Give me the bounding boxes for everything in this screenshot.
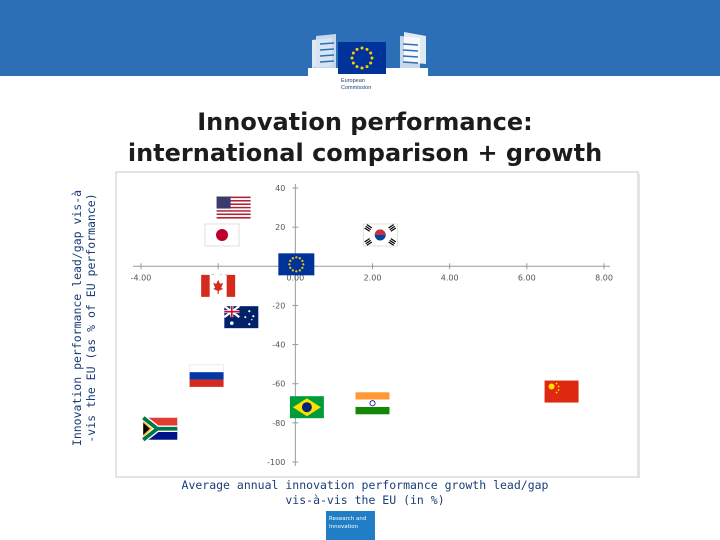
berlaymont-building-graphic <box>312 32 426 72</box>
flag-eu-icon: European Union <box>278 253 315 276</box>
x-tick-label: 2.00 <box>364 273 382 282</box>
chart-tick-labels: -4.00-2.000.002.004.006.008.004020-20-40… <box>131 184 613 467</box>
logo-star <box>350 56 354 60</box>
x-tick-label: 6.00 <box>518 273 536 282</box>
research-innovation-badge: Research and Innovation <box>326 511 375 540</box>
x-axis-label-line2: vis-à-vis the EU (in %) <box>285 493 445 507</box>
flag-cn-icon: China <box>544 380 579 403</box>
logo-star <box>351 51 355 55</box>
logo-star <box>369 51 373 55</box>
x-axis-label: Average annual innovation performance gr… <box>140 478 590 508</box>
logo-star <box>365 65 369 69</box>
flag-jp-icon: Japan <box>204 223 240 247</box>
slide-title: Innovation performance: international co… <box>60 107 670 169</box>
x-tick-label: 8.00 <box>595 273 613 282</box>
slide-title-line2: international comparison + growth <box>127 139 603 167</box>
y-tick-label: -20 <box>272 301 285 310</box>
flag-ru-icon: Russia <box>189 364 224 387</box>
eu-stars-icon <box>350 46 374 70</box>
logo-star <box>355 65 359 69</box>
chart-frame <box>115 171 639 478</box>
flag-br-icon: Brazil <box>289 396 324 419</box>
logo-star <box>370 56 374 60</box>
european-commission-logo: European Commission <box>308 32 428 98</box>
x-tick-label: 0.00 <box>286 273 304 282</box>
flag-us-icon: United States <box>216 196 251 219</box>
logo-star <box>355 47 359 51</box>
logo-text-line1: European <box>341 78 365 84</box>
y-tick-label: 20 <box>275 223 285 232</box>
logo-star <box>360 46 364 50</box>
x-tick-label: -4.00 <box>131 273 152 282</box>
y-tick-label: -80 <box>272 419 285 428</box>
flag-ca-icon: Canada <box>201 274 236 297</box>
chart-points: United States Japan South Korea European Un… <box>141 196 579 443</box>
x-tick-label: 4.00 <box>441 273 459 282</box>
y-tick-label: 40 <box>275 184 285 193</box>
y-tick-label: -60 <box>272 380 285 389</box>
logo-star <box>369 61 373 65</box>
y-tick-label: -100 <box>267 458 285 467</box>
slide-title-line1: Innovation performance: <box>197 108 533 136</box>
flag-kr-icon: South Korea <box>362 223 398 247</box>
badge-line2: Innovation <box>329 524 359 530</box>
logo-star <box>365 47 369 51</box>
logo-text-line2: Commission <box>341 85 371 91</box>
flag-in-icon: India <box>355 392 390 415</box>
flag-za-icon: South Africa <box>141 415 178 443</box>
logo-star <box>351 61 355 65</box>
logo-star <box>360 66 364 70</box>
x-axis-label-line1: Average annual innovation performance gr… <box>181 478 549 492</box>
flag-au-icon: Australia <box>223 305 259 329</box>
y-tick-label: -40 <box>272 341 285 350</box>
badge-line1: Research and <box>329 516 367 522</box>
